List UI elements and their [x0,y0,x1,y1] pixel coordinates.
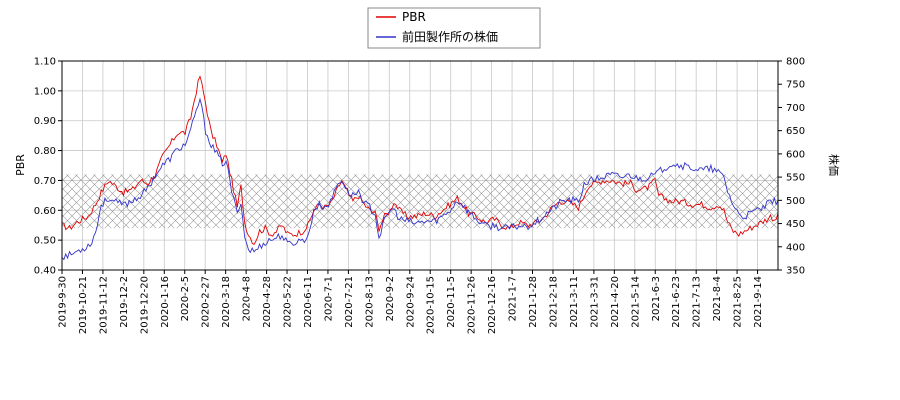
left-tick-label: 0.80 [34,146,56,157]
x-tick-label: 2020-3-18 [221,276,232,328]
left-tick-label: 0.50 [34,236,56,247]
left-tick-label: 0.40 [34,266,56,277]
series-line-pbr [61,75,779,246]
x-tick-label: 2020-10-15 [426,276,437,334]
x-tick-label: 2020-5-22 [283,276,294,328]
left-axis-label: PBR [14,154,27,176]
x-tick-label: 2021-3-11 [569,276,580,328]
series-line-stock-price [61,97,779,261]
x-tick-label: 2021-8-4 [712,276,723,321]
right-tick-label: 700 [786,103,805,114]
left-tick-label: 1.00 [34,86,56,97]
left-tick-label: 0.60 [34,206,56,217]
right-tick-label: 450 [786,219,805,230]
left-tick-label: 0.90 [34,116,56,127]
legend: PBR 前田製作所の株価 [367,7,541,49]
x-tick-label: 2019-12-2 [119,276,130,328]
right-axis: 350 400 450 500 550 600 650 700 750 800 [778,57,805,277]
grid [61,60,778,271]
x-tick-label: 2021-7-13 [692,276,703,328]
x-tick-label: 2020-8-13 [364,276,375,328]
legend-entry-stock-price: 前田製作所の株価 [402,29,498,44]
x-tick-label: 2020-11-26 [467,276,478,334]
right-tick-label: 800 [786,57,805,68]
left-tick-label: 0.70 [34,176,56,187]
legend-box [367,7,541,49]
x-tick-label: 2020-6-11 [303,276,314,328]
x-tick-label: 2019-9-30 [58,276,69,328]
x-tick-label: 2019-12-20 [139,276,150,334]
x-tick-label: 2021-8-25 [733,276,744,328]
pbr-range-band [62,174,778,229]
x-tick-label: 2020-7-21 [344,276,355,328]
right-tick-label: 750 [786,80,805,91]
x-tick-label: 2019-10-21 [78,276,89,334]
right-tick-label: 350 [786,266,805,277]
left-tick-label: 1.10 [34,57,56,68]
series-lines [61,75,779,261]
x-tick-label: 2021-1-7 [508,276,519,321]
x-tick-label: 2019-11-12 [98,276,109,334]
right-tick-label: 500 [786,196,805,207]
right-axis-label: 株価 [827,154,841,176]
right-tick-label: 550 [786,173,805,184]
x-tick-label: 2021-6-23 [671,276,682,328]
x-tick-label: 2020-4-8 [242,276,253,321]
x-tick-label: 2020-4-28 [262,276,273,328]
x-tick-label: 2021-9-14 [753,276,764,328]
x-tick-label: 2020-2-27 [201,276,212,328]
x-tick-label: 2020-9-24 [405,276,416,328]
right-tick-label: 650 [786,126,805,137]
x-tick-label: 2020-7-1 [323,276,334,321]
legend-entry-pbr: PBR [402,10,426,24]
right-tick-label: 400 [786,242,805,253]
left-axis: 0.40 0.50 0.60 0.70 0.80 0.90 1.00 1.10 [34,57,62,277]
x-tick-label: 2020-12-16 [487,276,498,334]
x-tick-label: 2021-1-28 [528,276,539,328]
x-axis: 2019-9-30 2019-10-21 2019-11-12 2019-12-2 20… [58,270,764,334]
x-tick-label: 2021-4-20 [610,276,621,328]
x-tick-label: 2020-9-2 [385,276,396,321]
right-tick-label: 600 [786,149,805,160]
x-tick-label: 2021-5-14 [630,276,641,328]
x-tick-label: 2021-3-31 [589,276,600,328]
x-tick-label: 2021-2-18 [548,276,559,328]
x-tick-label: 2020-11-5 [446,276,457,328]
x-tick-label: 2021-6-3 [651,276,662,321]
x-tick-label: 2020-1-16 [160,276,171,328]
x-tick-label: 2020-2-5 [180,276,191,321]
plot-frame [61,60,779,271]
